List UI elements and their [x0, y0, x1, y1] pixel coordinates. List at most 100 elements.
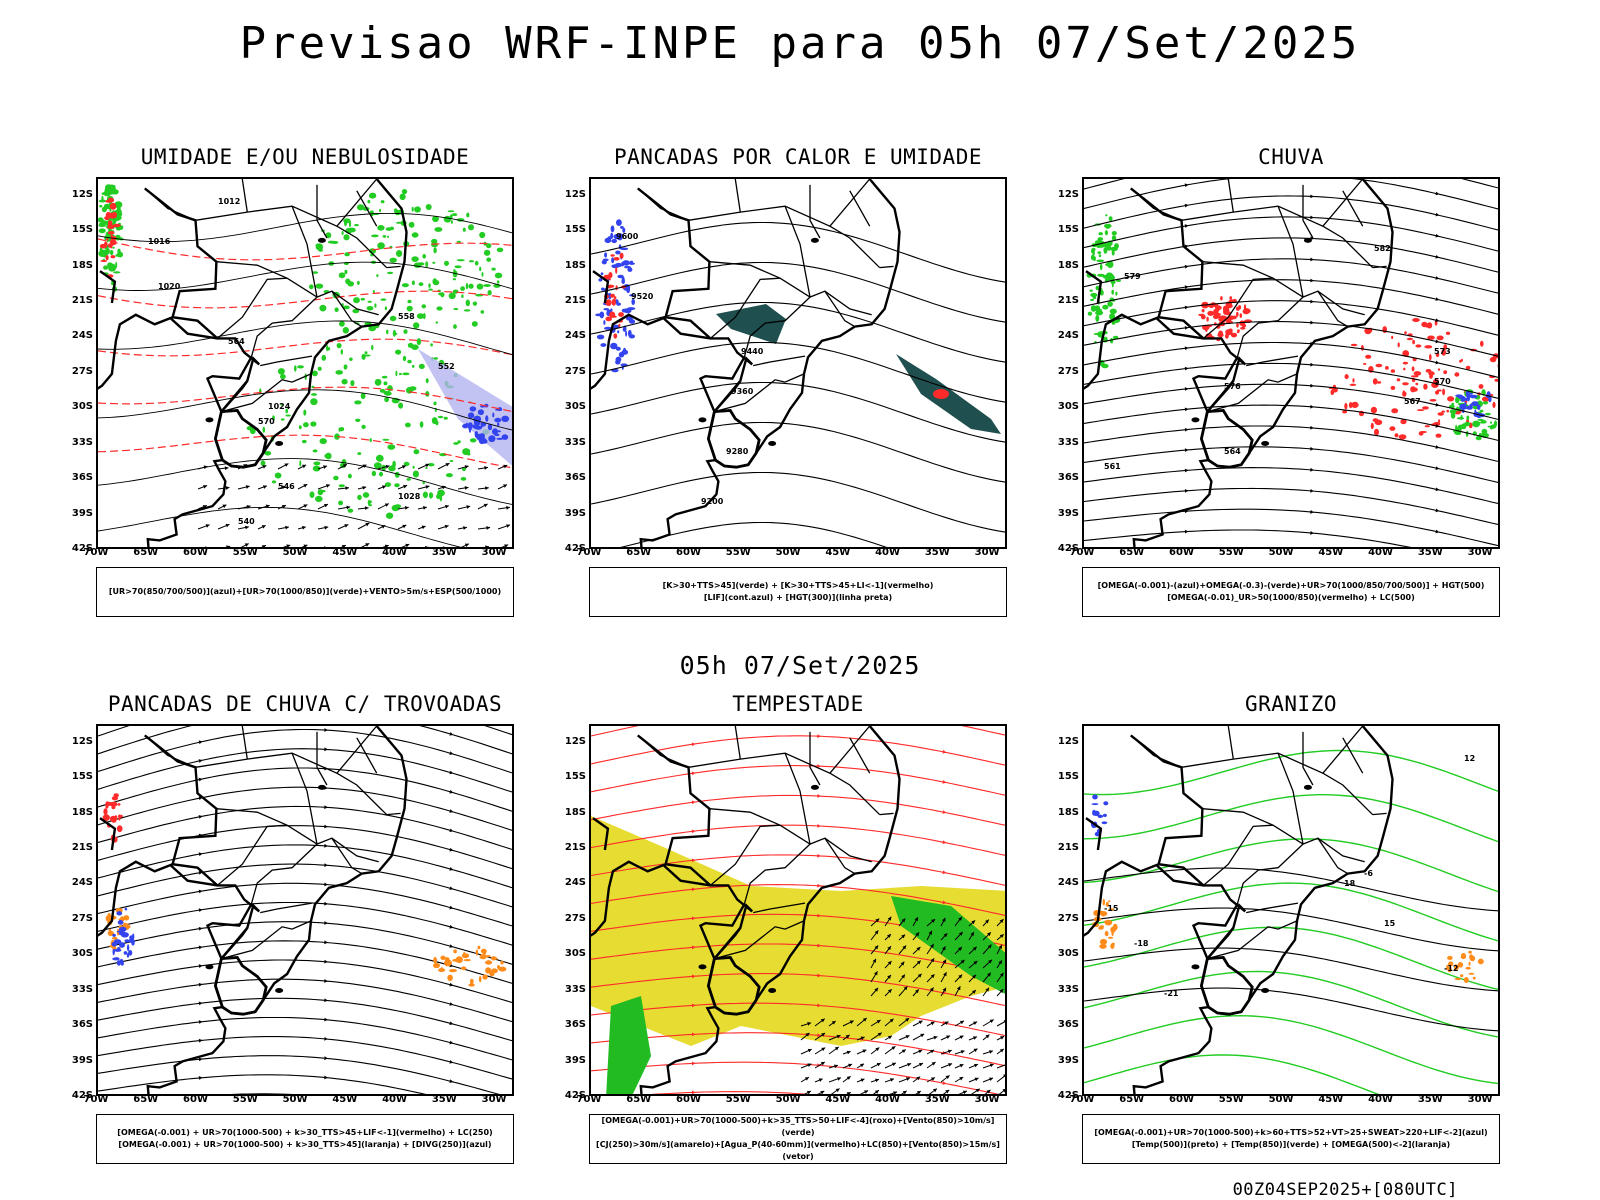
- lat-tick-label: 18S: [71, 806, 93, 818]
- streamline-arrow: [449, 828, 454, 833]
- contour-label: 540: [238, 517, 255, 526]
- streamline-arrow: [821, 1033, 826, 1037]
- streamline-arrow: [404, 505, 409, 510]
- lif-blue-field: [595, 219, 636, 373]
- lon-tick-label: 60W: [1169, 547, 1194, 558]
- streamline-arrow: [959, 1035, 964, 1040]
- streamline-arrow: [691, 1061, 696, 1066]
- streamline-arrow: [942, 959, 947, 964]
- streamline-arrow: [817, 734, 821, 739]
- lon-tick-label: 40W: [875, 1094, 901, 1105]
- streamline-arrow: [874, 971, 878, 976]
- lat-tick-label: 18S: [1057, 259, 1079, 271]
- streamline-arrow: [281, 485, 286, 490]
- main-title: Previsao WRF-INPE para 05h 07/Set/2025: [239, 18, 1361, 69]
- streamline-arrow: [887, 934, 891, 938]
- lake: [1303, 784, 1312, 790]
- lat-tick-label: 33S: [1057, 983, 1079, 995]
- lake: [1261, 441, 1270, 447]
- streamline: [1084, 362, 1498, 399]
- lat-tick-label: 30S: [564, 948, 586, 960]
- state-border: [356, 737, 378, 774]
- streamline-arrow: [835, 1088, 840, 1093]
- streamline-arrow: [449, 905, 454, 910]
- panel-title: PANCADAS POR CALOR E UMIDADE: [613, 145, 982, 169]
- streamline: [1084, 467, 1498, 505]
- lat-tick-label: 33S: [564, 983, 586, 995]
- streamline-arrow: [345, 486, 349, 491]
- state-border: [216, 808, 318, 845]
- streamline-arrow: [836, 1034, 841, 1039]
- legend-box: [OMEGA(-0.001)-(azul)+OMEGA(-0.3)-(verde…: [1082, 567, 1500, 617]
- streamline-arrow: [222, 504, 227, 509]
- convection-teal-field: [716, 304, 786, 344]
- state-border: [824, 290, 872, 316]
- streamline-arrow: [1435, 318, 1440, 323]
- streamline-arrow: [1310, 467, 1314, 472]
- streamline-arrow: [691, 1032, 696, 1037]
- state-border: [216, 277, 288, 339]
- streamline-arrow: [890, 1078, 894, 1082]
- streamline-arrow: [691, 771, 696, 776]
- lat-tick-label: 36S: [1057, 472, 1079, 484]
- streamline-arrow: [449, 1059, 454, 1064]
- lat-tick-label: 21S: [1057, 295, 1079, 306]
- lat-tick-label: 36S: [71, 1019, 93, 1031]
- state-border: [784, 752, 811, 845]
- streamline-arrow: [931, 919, 936, 923]
- streamline-arrow: [324, 901, 328, 906]
- lake: [768, 441, 777, 447]
- streamline-arrow: [484, 466, 488, 470]
- map-canvas: [98, 726, 512, 1094]
- country-border: [662, 864, 711, 887]
- streamline-arrow: [942, 780, 947, 784]
- country-border: [144, 187, 261, 413]
- streamline-arrow: [941, 917, 946, 922]
- streamline-arrow: [831, 1020, 836, 1025]
- streamline-arrow: [985, 987, 989, 992]
- streamline-arrow: [324, 1036, 328, 1041]
- lon-tick-label: 50W: [1268, 1094, 1294, 1105]
- streamline-arrow: [902, 1090, 907, 1094]
- state-border: [336, 772, 388, 816]
- state-border: [1202, 277, 1274, 339]
- streamline-arrow: [464, 465, 469, 469]
- country-border: [1130, 187, 1247, 413]
- streamline-arrow: [807, 1022, 812, 1026]
- streamline-arrow: [846, 1076, 851, 1080]
- panel-title: TEMPESTADE: [732, 692, 864, 716]
- streamline-arrow: [999, 1048, 1004, 1053]
- streamline-arrow: [973, 1048, 978, 1053]
- streamline-arrow: [281, 505, 286, 509]
- legend-line: [OMEGA(-0.001)+UR>70(1000-500)+k>60+TTS>…: [1094, 1128, 1488, 1137]
- lat-tick-label: 39S: [71, 507, 93, 519]
- streamline-arrow: [691, 974, 696, 979]
- state-border: [260, 355, 313, 367]
- streamline-arrow: [930, 943, 934, 948]
- contour-label: 564: [1224, 447, 1241, 456]
- streamline-arrow: [1184, 325, 1189, 330]
- streamline-arrow: [971, 920, 976, 925]
- hgt500-contours: [1084, 179, 1498, 547]
- streamline-arrow: [804, 1077, 809, 1081]
- streamline-arrow: [933, 1035, 938, 1040]
- legend-line: [CJ(250)>30m/s](amarelo)+[Agua_P(40-60mm…: [596, 1140, 1000, 1161]
- streamline-arrow: [364, 506, 369, 511]
- lake: [698, 417, 707, 423]
- country-border: [99, 270, 117, 304]
- streamline-arrow: [324, 1017, 328, 1022]
- streamline-arrow: [323, 503, 328, 508]
- state-border: [1227, 179, 1234, 213]
- streamline-arrow: [1184, 448, 1189, 453]
- streamline: [98, 1055, 500, 1094]
- country-border: [714, 380, 742, 412]
- streamline-arrow: [845, 1034, 850, 1039]
- country-border: [1155, 864, 1204, 887]
- streamline-arrow: [833, 1064, 838, 1069]
- streamline-arrow: [449, 732, 454, 736]
- lat-tick-label: 42S: [1057, 1090, 1079, 1101]
- streamline-arrow: [385, 464, 390, 469]
- lon-tick-label: 40W: [382, 1094, 408, 1105]
- streamline-arrow: [198, 982, 203, 987]
